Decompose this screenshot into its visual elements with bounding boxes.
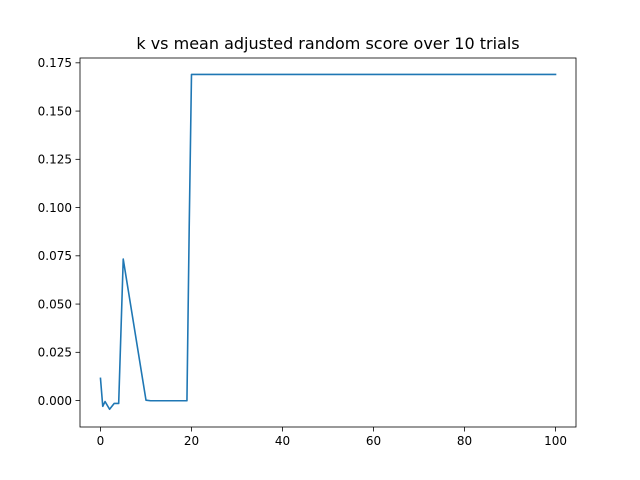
y-tick-label-4: 0.100 <box>38 201 72 215</box>
x-tick-label-4: 80 <box>457 434 472 448</box>
y-tick-label-5: 0.125 <box>38 153 72 167</box>
x-tick-label-2: 40 <box>275 434 290 448</box>
x-tick-label-5: 100 <box>544 434 567 448</box>
y-tick-label-6: 0.150 <box>38 104 72 118</box>
plot-area: 0 20 40 60 80 100 0.000 0.025 0.050 0.075 0.100 0.1… <box>38 56 577 448</box>
y-tick-label-0: 0.000 <box>38 394 72 408</box>
x-tick-label-1: 20 <box>184 434 199 448</box>
x-tick-label-0: 0 <box>97 434 105 448</box>
y-tick-label-7: 0.175 <box>38 56 72 70</box>
axes-frame <box>79 57 577 428</box>
y-tick-label-3: 0.075 <box>38 249 72 263</box>
chart-title: k vs mean adjusted random score over 10 … <box>136 34 519 53</box>
y-tick-label-2: 0.050 <box>38 297 72 311</box>
x-tick-label-3: 60 <box>366 434 381 448</box>
series-line-0 <box>99 73 557 411</box>
y-tick-label-1: 0.025 <box>38 346 72 360</box>
